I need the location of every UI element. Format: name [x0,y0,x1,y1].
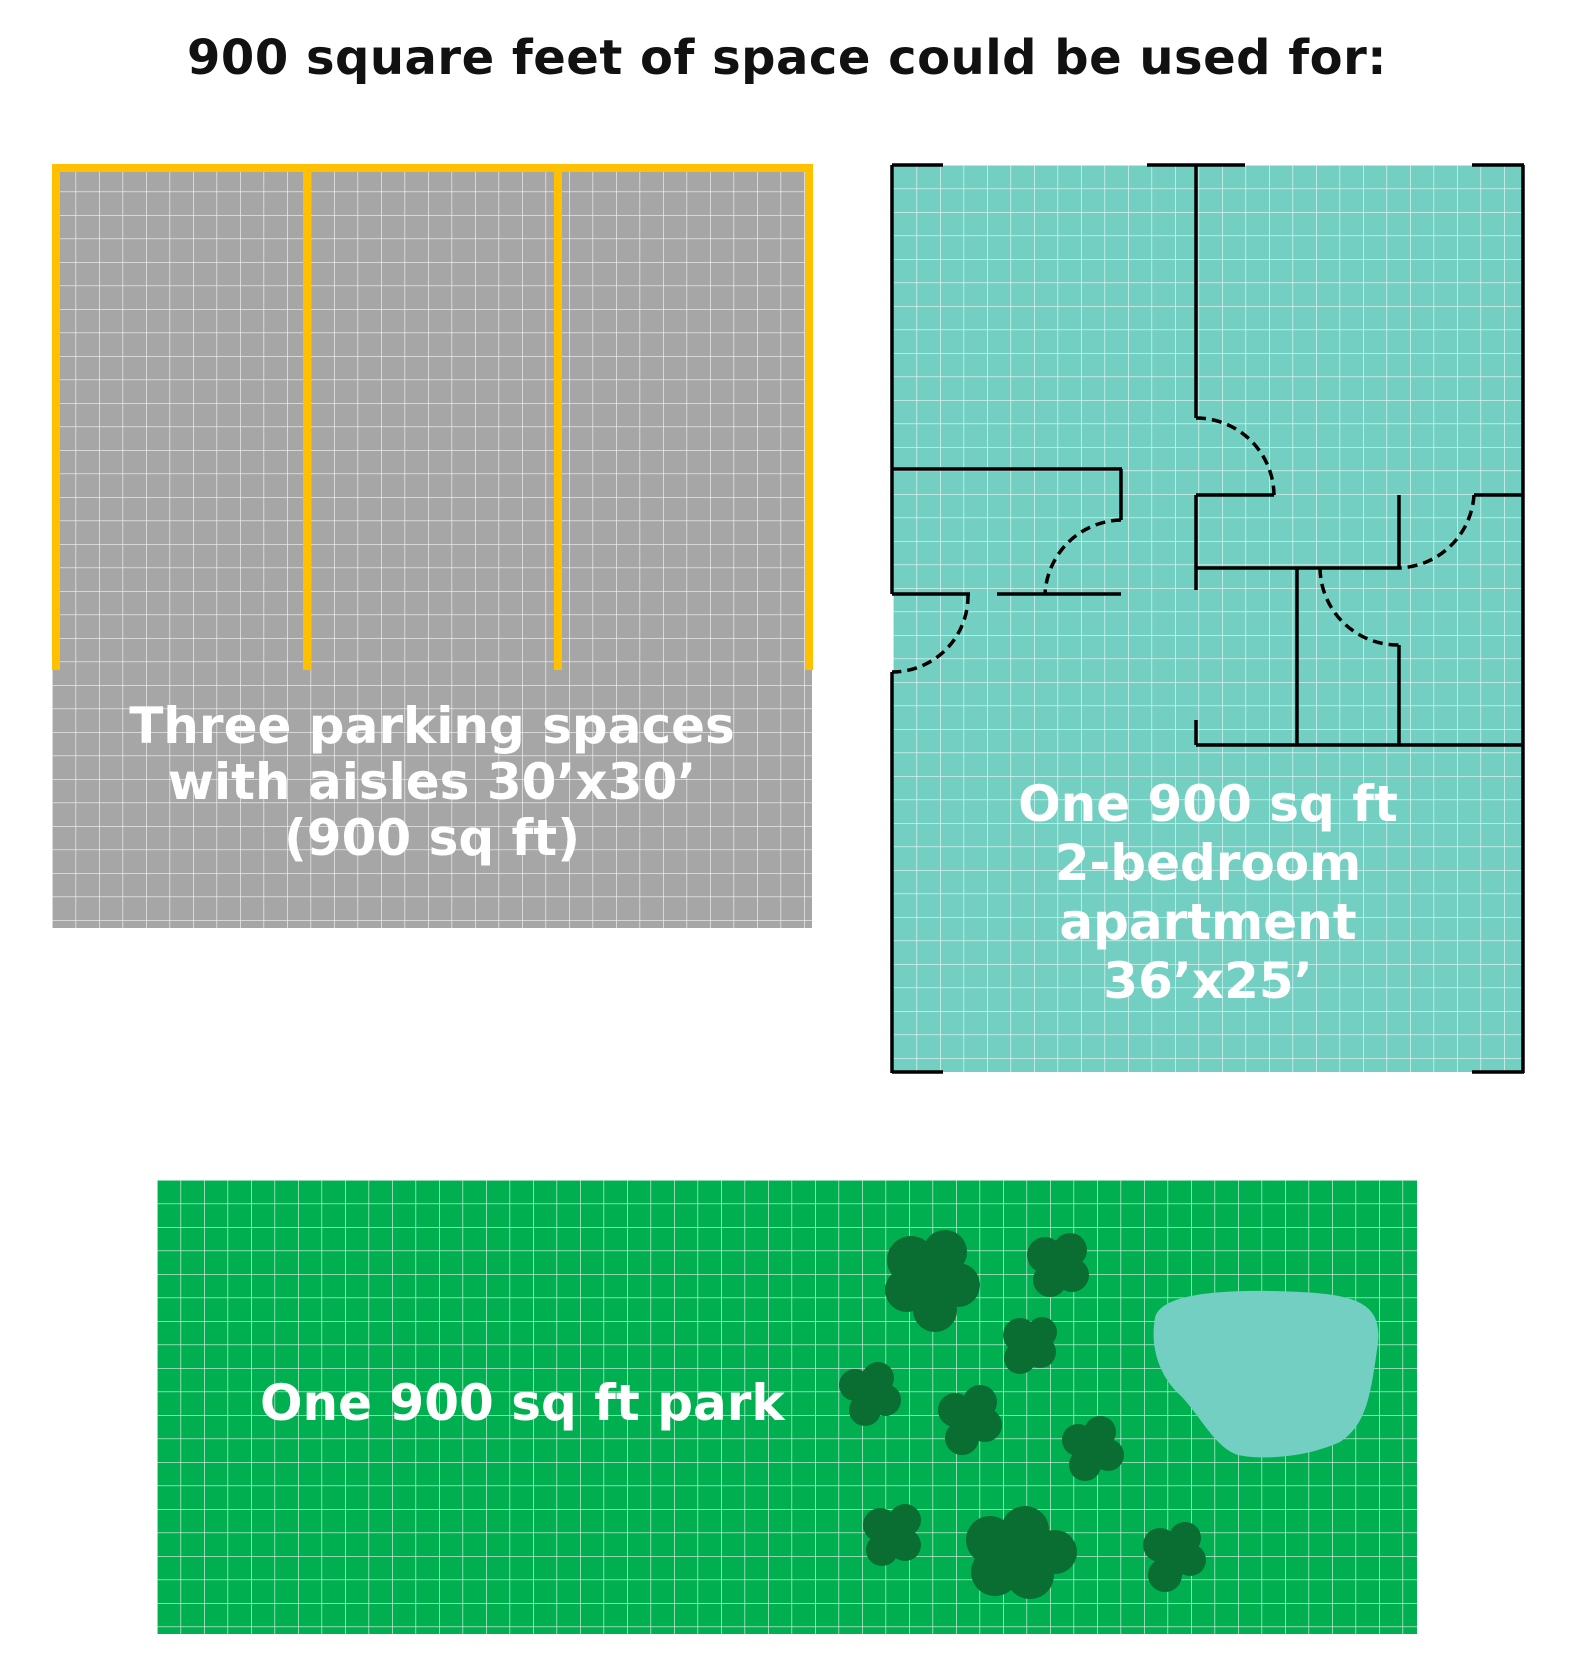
apartment-label-line-4: 36’x25’ [1103,952,1313,1010]
apartment-panel [890,163,1525,1074]
parking-stripes [52,164,813,670]
door-swings [891,416,1476,674]
parking-label-line-2: with aisles 30’x30’ [167,753,697,811]
parking-label: Three parking spaces with aisles 30’x30’… [52,698,812,866]
tree-clusters [839,1230,1206,1599]
page-title: 900 square feet of space could be used f… [187,30,1387,86]
park-label-line-1: One 900 sq ft park [260,1374,785,1432]
apartment-label: One 900 sq ft 2-bedroom apartment 36’x25… [893,775,1523,1011]
apartment-walls [890,163,1525,1074]
apartment-label-line-1: One 900 sq ft [1018,775,1398,833]
apartment-label-line-3: apartment [1059,893,1357,951]
apartment-label-line-2: 2-bedroom [1054,834,1362,892]
parking-label-line-3: (900 sq ft) [283,809,581,867]
parking-label-line-1: Three parking spaces [129,697,735,755]
park-label: One 900 sq ft park [260,1375,800,1431]
park-panel [157,1180,1417,1634]
parking-panel [52,164,813,928]
pond-shape [1153,1290,1379,1458]
